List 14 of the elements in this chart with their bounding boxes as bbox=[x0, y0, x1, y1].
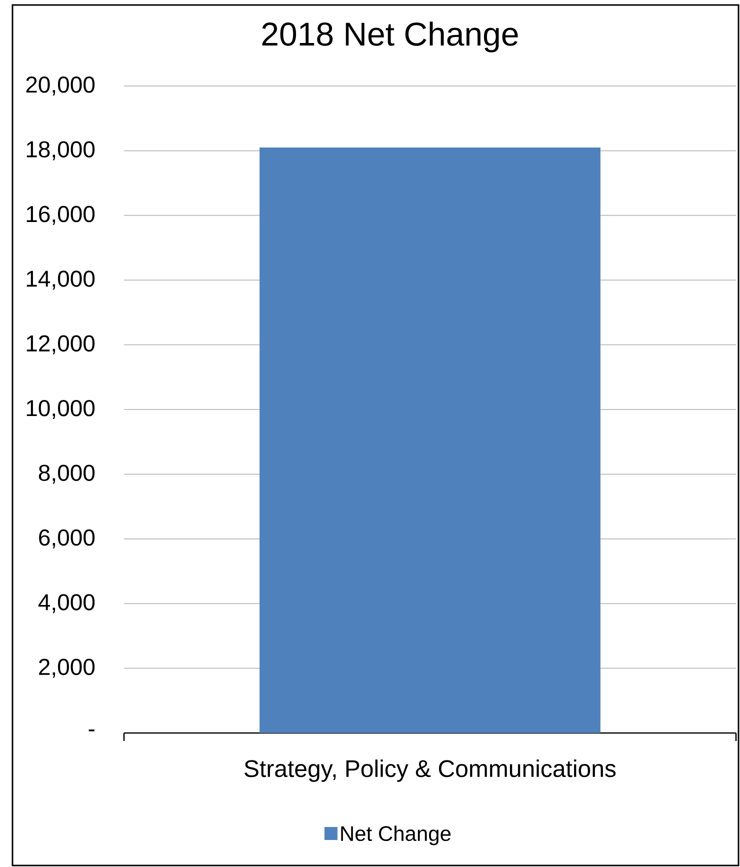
y-tick-label: 6,000 bbox=[39, 529, 95, 548]
y-tick-label: 12,000 bbox=[26, 335, 95, 354]
y-tick-label: 8,000 bbox=[38, 464, 95, 484]
y-tick-label: - bbox=[88, 729, 94, 732]
legend-label: Net Change bbox=[341, 826, 451, 846]
chart-title: 2018 Net Change bbox=[262, 22, 518, 52]
y-tick-label: 2,000 bbox=[39, 658, 95, 678]
y-tick-label: 4,000 bbox=[38, 594, 95, 614]
y-tick-label: 18,000 bbox=[26, 141, 95, 160]
y-tick-label: 10,000 bbox=[26, 400, 95, 420]
y-tick-label: 16,000 bbox=[26, 206, 95, 225]
y-tick-label: 14,000 bbox=[26, 270, 95, 290]
y-tick-label: 20,000 bbox=[26, 76, 95, 96]
x-tick-label: Strategy, Policy & Communications bbox=[244, 760, 616, 782]
